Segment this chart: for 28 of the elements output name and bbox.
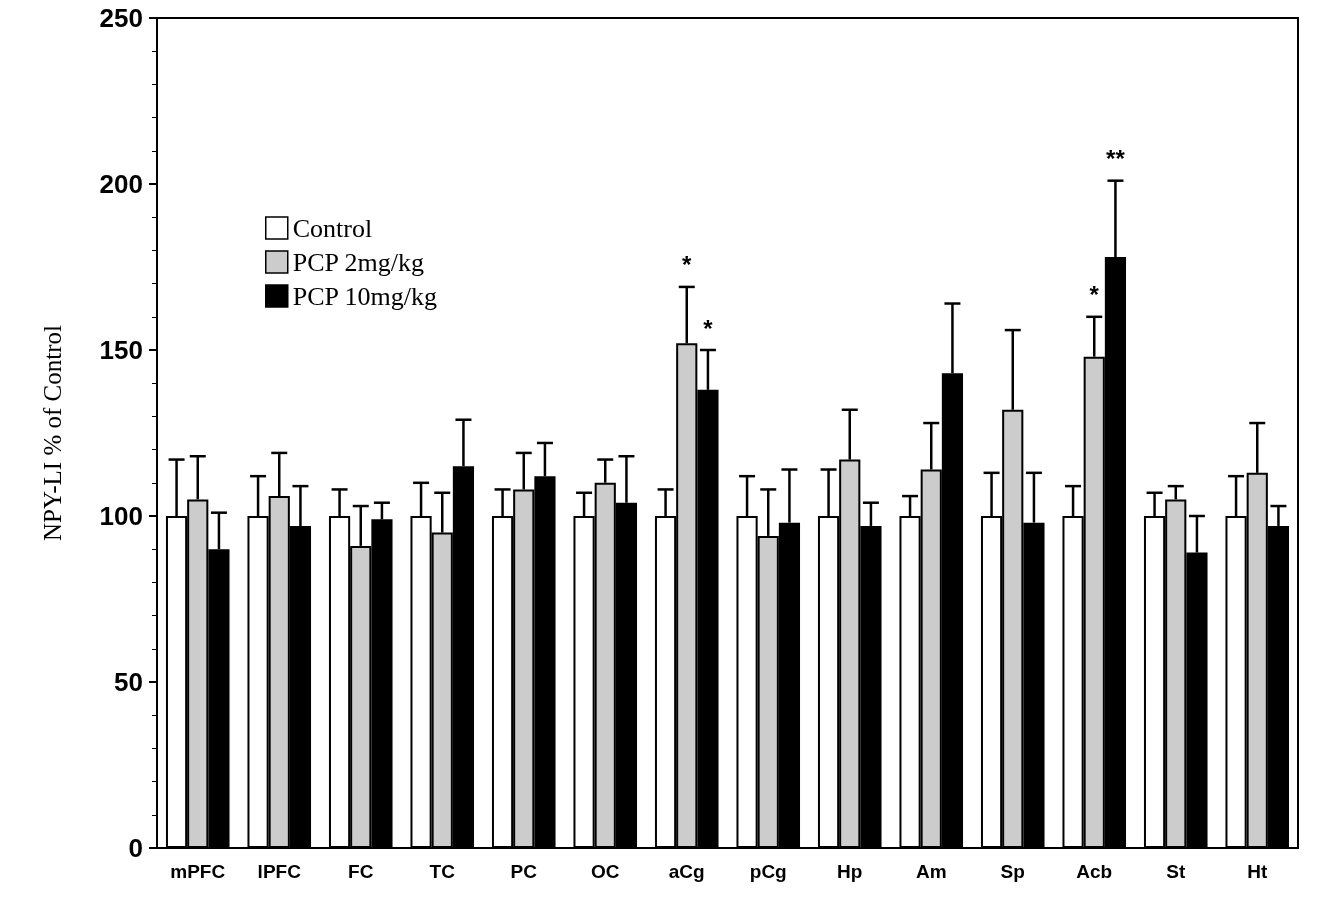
x-tick-label: pCg	[749, 861, 787, 882]
annotation: **	[1106, 145, 1126, 173]
x-tick-label: PC	[510, 861, 538, 882]
legend-label: Control	[292, 213, 373, 243]
x-tick-label: mPFC	[170, 861, 226, 882]
y-tick-label: 100	[99, 501, 143, 531]
annotation: *	[703, 314, 714, 342]
y-tick-label: 50	[114, 667, 143, 697]
x-tick-label: Am	[915, 861, 947, 882]
legend-label: PCP 2mg/kg	[292, 247, 424, 277]
y-tick-label: 200	[99, 169, 143, 199]
x-tick-label: lPFC	[257, 861, 302, 882]
y-tick-label: 0	[128, 833, 143, 863]
x-tick-label: FC	[348, 861, 374, 882]
x-tick-label: Sp	[1000, 861, 1025, 882]
x-tick-label: Ht	[1247, 861, 1268, 882]
x-tick-label: OC	[591, 861, 620, 882]
legend-label: PCP 10mg/kg	[292, 281, 437, 311]
y-tick-label: 150	[99, 335, 143, 365]
y-tick-label: 250	[99, 3, 143, 33]
x-tick-label: aCg	[668, 861, 705, 882]
x-tick-label: TC	[429, 861, 456, 882]
x-tick-label: Acb	[1076, 861, 1113, 882]
x-tick-label: Hp	[837, 861, 863, 882]
annotation: *	[682, 251, 693, 279]
annotation: *	[1089, 281, 1100, 309]
y-axis-title: NPY-LI % of Control	[39, 324, 66, 541]
x-tick-label: St	[1166, 861, 1186, 882]
